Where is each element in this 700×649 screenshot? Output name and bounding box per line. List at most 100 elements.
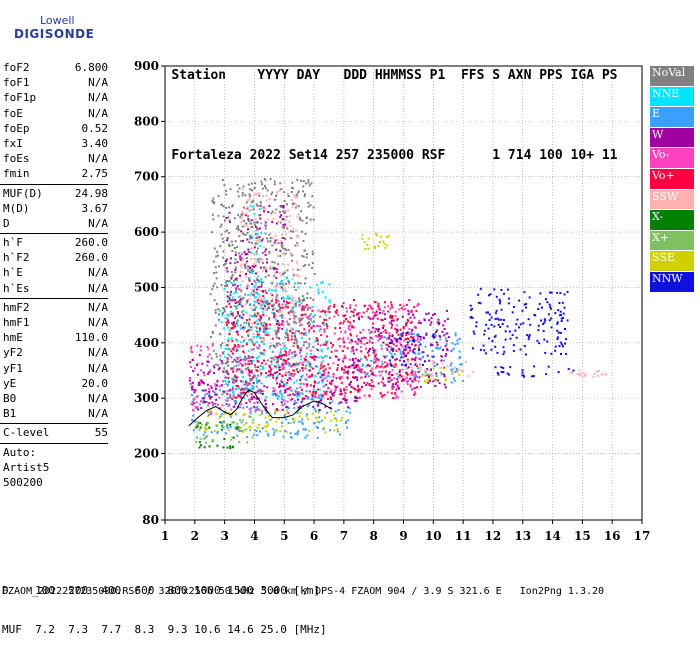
param-value: N/A	[88, 316, 108, 329]
param-value: 6.800	[74, 61, 108, 74]
param-value: N/A	[88, 216, 108, 230]
param-value: N/A	[88, 266, 108, 280]
param-label: yE	[3, 376, 17, 390]
trace-line	[188, 389, 333, 427]
param-row: B0 N/A	[0, 391, 112, 406]
param-value: N/A	[88, 152, 108, 166]
param-value: 24.98	[74, 186, 108, 200]
legend-item: X-	[650, 210, 694, 231]
x-tick-label: 16	[604, 529, 621, 543]
y-tick-label: 400	[134, 336, 159, 350]
x-tick-label: 11	[455, 529, 472, 543]
muf-value: 9.3	[167, 623, 188, 636]
param-separator	[0, 442, 108, 444]
legend-item: Vo+	[650, 168, 694, 190]
header-value: 10+	[570, 148, 595, 163]
param-label: h`Es	[3, 281, 30, 295]
param-label: fmin	[3, 167, 30, 181]
param-label: foF1p	[3, 91, 37, 105]
legend-item: NNW	[650, 271, 694, 293]
digisonde-logo: Lowell DIGISONDE	[2, 2, 122, 42]
param-row: M(D) 3.67	[0, 201, 112, 216]
param-value: N/A	[88, 281, 108, 295]
param-row: h`E N/A	[0, 265, 112, 280]
param-separator	[0, 423, 108, 425]
header-label: DDD	[343, 68, 368, 83]
header-value: RSF	[421, 148, 446, 163]
x-tick-label: 5	[280, 529, 288, 543]
param-value: 0.52	[81, 121, 109, 135]
data-cluster-vo-	[189, 342, 292, 415]
header-label: DAY	[296, 68, 321, 83]
legend-item: NoVal	[650, 66, 694, 87]
data-cluster-x-	[195, 415, 256, 444]
header-value: 714	[507, 148, 532, 163]
param-separator	[0, 183, 108, 185]
x-tick-label: 8	[370, 529, 378, 543]
data-cluster-nnw	[469, 287, 569, 356]
muf-value: 10.6	[194, 623, 221, 636]
param-row: hmF2 N/A	[0, 300, 112, 315]
data-cluster-w	[344, 309, 450, 390]
param-label: yF2	[3, 346, 23, 360]
distance-value: 1500	[227, 584, 254, 597]
x-tick-label: 10	[425, 529, 442, 543]
param-label: foF1	[3, 76, 30, 90]
header-value: 100	[539, 148, 563, 163]
param-row: D N/A	[0, 216, 112, 231]
param-label: C-level	[3, 426, 50, 440]
param-row: foF1 N/A	[0, 75, 112, 90]
data-cluster-noval	[209, 178, 316, 372]
y-tick-label: 600	[134, 225, 159, 239]
y-tick-label: 200	[134, 447, 159, 461]
data-cluster-nnw	[388, 331, 435, 367]
param-row: foE N/A	[0, 106, 112, 121]
param-label: B1	[3, 407, 17, 421]
distance-value: 600	[134, 584, 155, 597]
header-label: P1	[429, 68, 446, 83]
distance-row: D 100 200 400 600 800 1000 1500 3000 [km…	[2, 584, 327, 597]
param-label: foF2	[3, 61, 30, 74]
param-label: yF1	[3, 361, 23, 375]
data-cluster-e	[350, 332, 464, 384]
param-value: 3.40	[81, 136, 109, 150]
legend-item: X+	[650, 230, 694, 252]
param-label: hmE	[3, 331, 23, 345]
param-label: D	[3, 216, 10, 230]
param-row: B1 N/A	[0, 406, 112, 421]
header-label: PPS	[539, 68, 563, 83]
data-cluster-ssw	[569, 369, 608, 378]
legend-item: SSE	[650, 251, 694, 272]
param-value: N/A	[88, 91, 108, 105]
header-value: 1	[492, 148, 501, 163]
y-tick-label: 800	[134, 114, 159, 128]
param-row: foF1p N/A	[0, 90, 112, 105]
x-tick-label: 3	[220, 529, 228, 543]
file-info-footer: FZAOM_2022257235000.RSF / 320fx256h 50 k…	[2, 586, 605, 597]
x-tick-label: 17	[634, 529, 651, 543]
header-value: 11	[601, 148, 618, 163]
header-value: 2022	[249, 148, 281, 163]
x-tick-label: 14	[544, 529, 561, 543]
param-row: yE 20.0	[0, 376, 112, 391]
header-labels-row: Station YYYY DAY DDD HHMMSS P1 FFS S AXN…	[140, 52, 617, 100]
param-value: 55	[94, 426, 108, 440]
param-value: N/A	[88, 106, 108, 120]
x-tick-label: 9	[399, 529, 407, 543]
legend-item: Vo-	[650, 148, 694, 169]
param-row: yF2 N/A	[0, 345, 112, 360]
param-row: fxI 3.40	[0, 136, 112, 151]
x-tick-label: 13	[514, 529, 531, 543]
y-tick-label: 300	[134, 391, 159, 405]
param-value: N/A	[88, 76, 108, 90]
param-value: N/A	[88, 361, 108, 375]
param-row: hmE 110.0	[0, 330, 112, 345]
param-row: foEp 0.52	[0, 121, 112, 136]
logo-line2: DIGISONDE	[14, 27, 95, 41]
muf-unit: [MHz]	[293, 623, 327, 636]
param-label: foEp	[3, 121, 30, 135]
autoscale-info: 500200	[3, 475, 43, 489]
x-tick-label: 2	[191, 529, 199, 543]
parameter-panel: foF2 6.800 foF1 N/A foF1p N/A foE N/A foEp 0.52 fx…	[0, 60, 112, 490]
muf-value: 7.7	[101, 623, 122, 636]
